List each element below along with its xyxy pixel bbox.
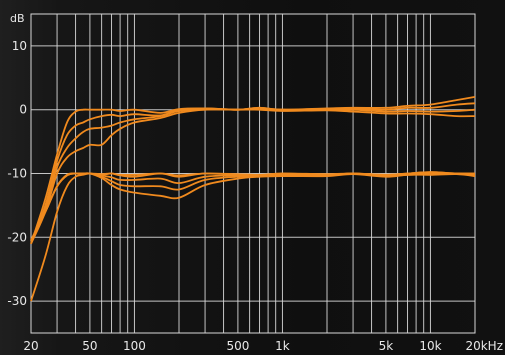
y-unit-label: dB bbox=[10, 12, 25, 25]
y-tick-label: -10 bbox=[7, 167, 27, 181]
x-tick-label: 20 bbox=[23, 339, 38, 353]
y-tick-label: 10 bbox=[12, 39, 27, 53]
series-line-9 bbox=[30, 171, 476, 302]
y-tick-label: -20 bbox=[7, 230, 27, 244]
series-line-6 bbox=[30, 172, 476, 241]
y-tick-label: 0 bbox=[19, 103, 27, 117]
x-tick-label: 5k bbox=[379, 339, 394, 353]
series-group bbox=[30, 96, 476, 302]
x-tick-label: 50 bbox=[82, 339, 97, 353]
x-tick-label: 20kHz bbox=[465, 339, 503, 353]
series-line-8 bbox=[30, 172, 476, 241]
x-tick-label: 1k bbox=[275, 339, 290, 353]
y-tick-label: -30 bbox=[7, 294, 27, 308]
series-line-1 bbox=[30, 96, 476, 244]
series-line-3 bbox=[30, 107, 476, 245]
series-line-4 bbox=[30, 108, 476, 245]
series-line-5 bbox=[30, 171, 476, 241]
x-tick-label: 100 bbox=[123, 339, 146, 353]
x-tick-label: 10k bbox=[419, 339, 441, 353]
x-tick-label: 500 bbox=[226, 339, 249, 353]
series-line-7 bbox=[30, 172, 476, 241]
